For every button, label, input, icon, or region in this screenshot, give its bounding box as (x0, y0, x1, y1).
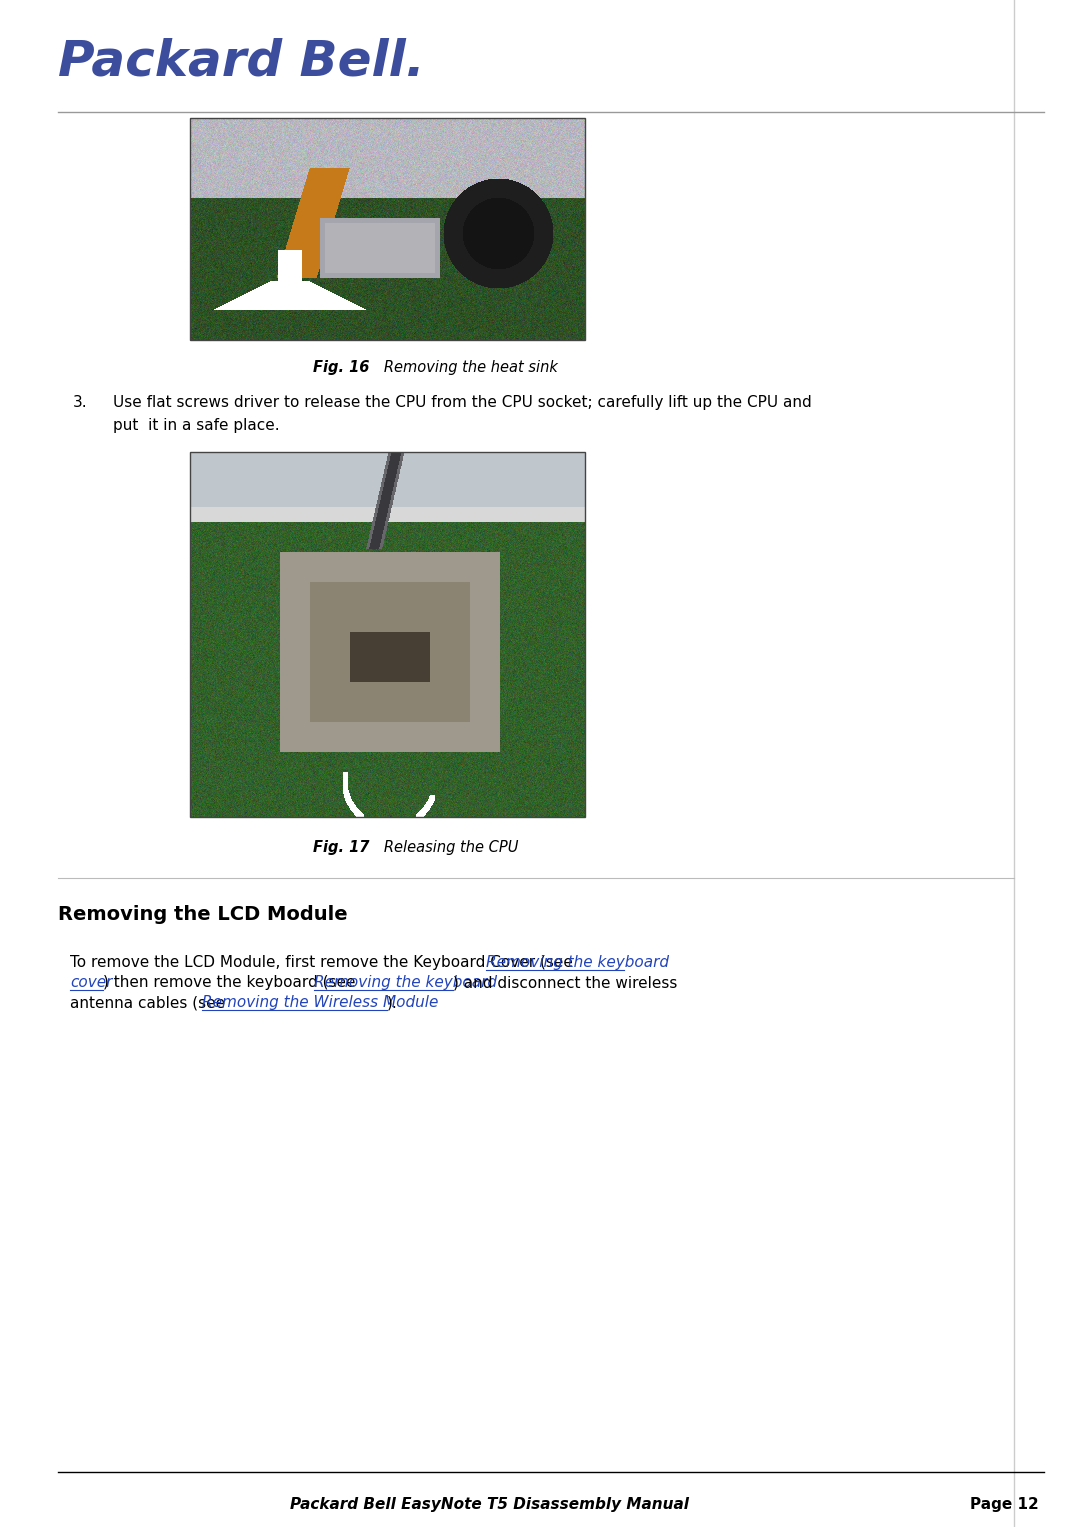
Text: Packard Bell.: Packard Bell. (58, 37, 424, 86)
Text: Releasing the CPU: Releasing the CPU (369, 840, 518, 855)
Text: Removing the Wireless Module: Removing the Wireless Module (202, 996, 438, 1009)
Text: Fig. 16: Fig. 16 (313, 360, 369, 376)
Bar (190, 118, 585, 341)
Text: To remove the LCD Module, first remove the Keyboard Cover (see: To remove the LCD Module, first remove t… (70, 954, 578, 970)
Text: Use flat screws driver to release the CPU from the CPU socket; carefully lift up: Use flat screws driver to release the CP… (113, 395, 812, 411)
Bar (190, 452, 585, 817)
Text: ) then remove the keyboard (see: ) then remove the keyboard (see (103, 976, 361, 989)
Text: ).: ). (387, 996, 397, 1009)
Text: cover: cover (70, 976, 112, 989)
Text: Removing the keyboard: Removing the keyboard (314, 976, 497, 989)
Text: Removing the LCD Module: Removing the LCD Module (58, 906, 348, 924)
Text: put  it in a safe place.: put it in a safe place. (113, 418, 280, 434)
Text: 3.: 3. (73, 395, 87, 411)
Text: Removing the heat sink: Removing the heat sink (369, 360, 557, 376)
Text: Fig. 17: Fig. 17 (313, 840, 369, 855)
Text: Packard Bell EasyNote T5 Disassembly Manual: Packard Bell EasyNote T5 Disassembly Man… (291, 1496, 689, 1512)
Text: antenna cables (see: antenna cables (see (70, 996, 230, 1009)
Text: Removing the keyboard: Removing the keyboard (486, 954, 669, 970)
Text: ) and disconnect the wireless: ) and disconnect the wireless (453, 976, 677, 989)
Text: Page 12: Page 12 (970, 1496, 1039, 1512)
